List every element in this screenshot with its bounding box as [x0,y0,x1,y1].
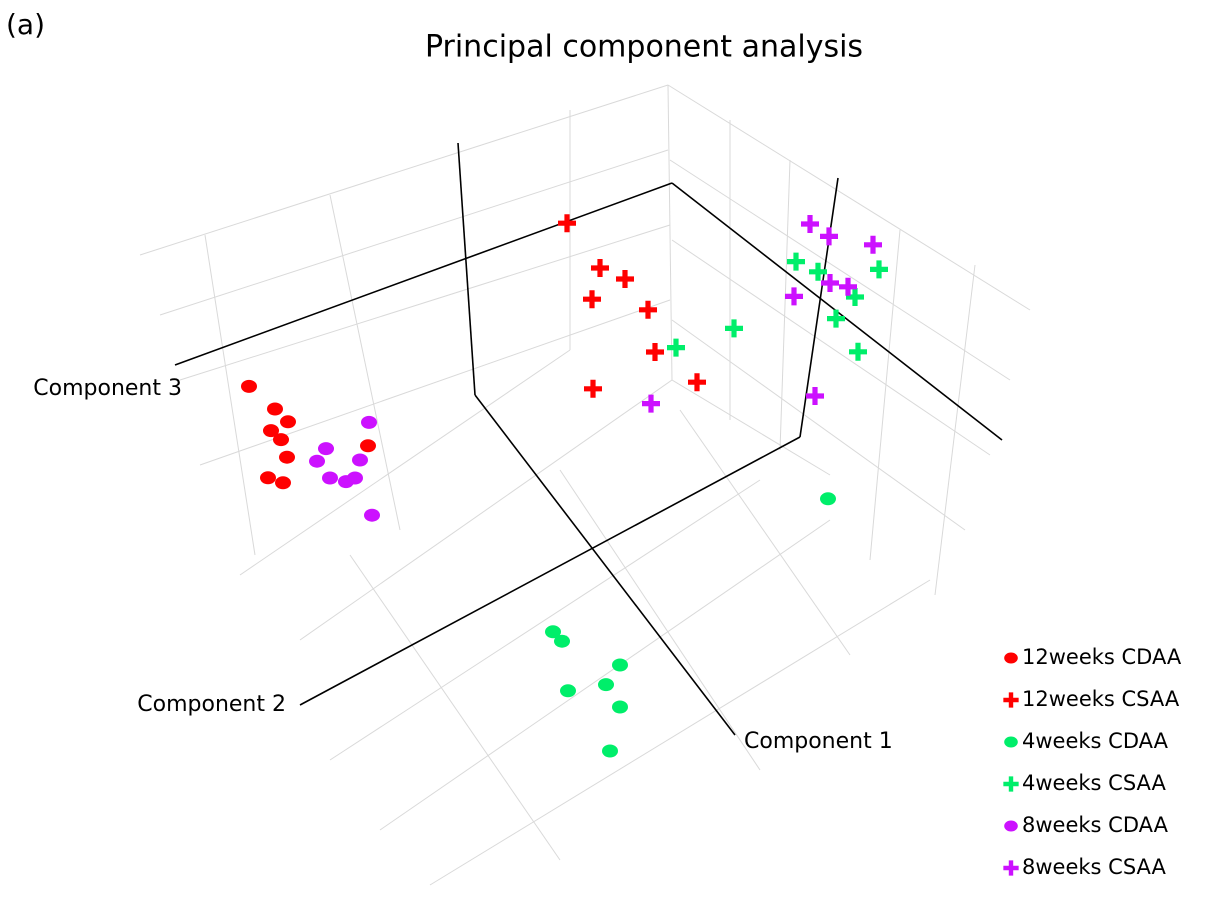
point [1003,692,1019,708]
point [1003,860,1019,876]
point [612,658,628,672]
point [870,260,888,279]
point [827,309,845,328]
point [361,415,377,429]
legend-label: 12weeks CDAA [1022,645,1182,669]
point [263,424,279,438]
point [667,338,685,357]
point [260,471,276,485]
point [560,684,576,698]
point [584,379,602,398]
point [612,700,628,714]
point [241,379,257,393]
point [267,402,283,416]
point [725,319,743,338]
point [352,453,368,467]
point [318,442,334,456]
point [360,439,376,453]
point [849,342,867,361]
chart-title: Principal component analysis [425,30,863,65]
point [364,508,380,522]
point [280,415,296,429]
axis-label: Component 1 [744,729,893,754]
point [616,270,634,288]
point [642,394,660,413]
point [1003,776,1019,792]
point [558,214,576,233]
point [639,300,657,319]
point [806,387,824,405]
point [864,235,882,254]
point [801,215,819,233]
grid [139,84,1031,886]
point [347,471,363,485]
point [821,274,839,292]
point [273,433,289,447]
axes-box [174,142,1003,736]
axis-label: Component 3 [33,376,182,401]
point [322,471,338,485]
point [602,744,618,758]
point [1004,652,1018,664]
point [846,288,864,306]
point [583,290,601,309]
point [1004,820,1018,832]
point [554,634,570,648]
point [545,625,561,639]
legend-label: 8weeks CSAA [1022,855,1166,879]
panel-label: (a) [6,8,45,41]
point [1004,736,1018,748]
point [279,450,295,464]
point [820,227,838,246]
point [820,492,836,506]
legend-label: 12weeks CSAA [1022,687,1180,711]
point [591,259,609,277]
point [785,287,803,306]
point [309,454,325,468]
point [839,277,857,296]
axis-label: Component 2 [137,692,286,717]
point [787,252,805,271]
legend-label: 8weeks CDAA [1022,813,1169,837]
legend-label: 4weeks CDAA [1022,729,1169,753]
point [646,343,664,361]
point [809,262,827,281]
point [598,678,614,692]
legend-label: 4weeks CSAA [1022,771,1166,795]
point [275,476,291,490]
point [688,373,706,392]
